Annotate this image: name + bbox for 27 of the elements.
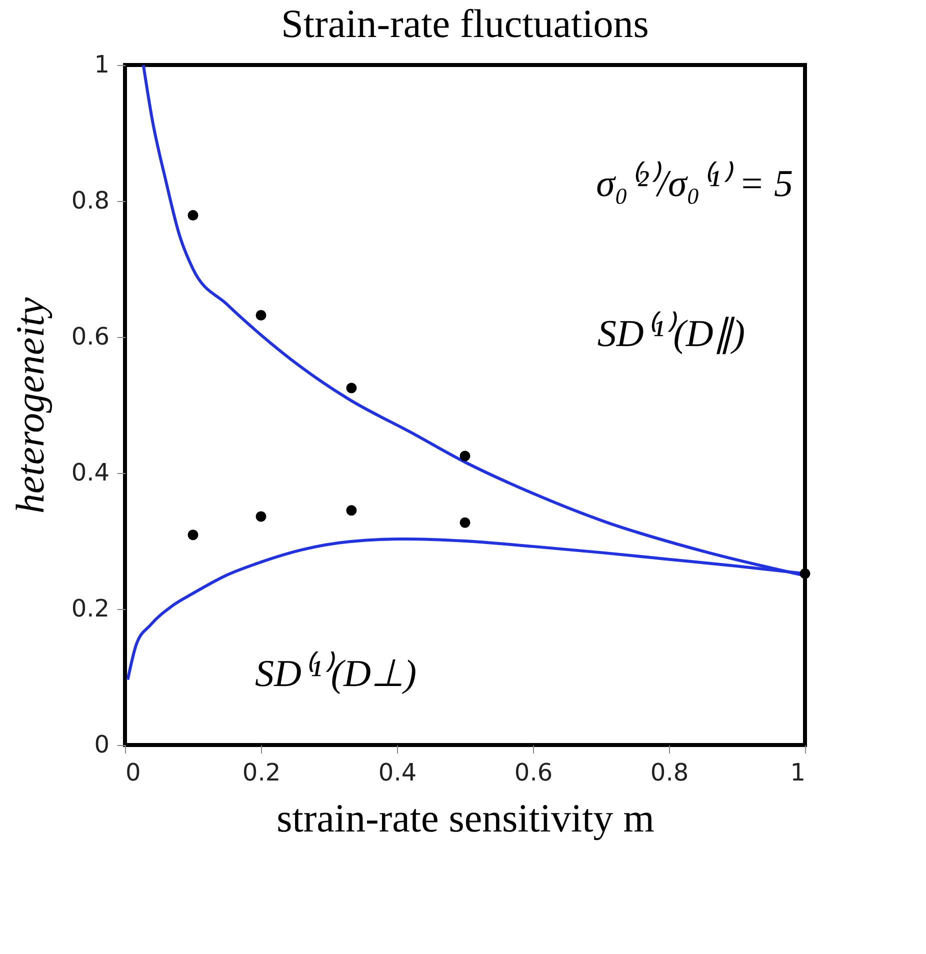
x-tick-label: 0.4: [378, 758, 417, 786]
annotation: SD⁽¹⁾(D∥): [597, 311, 745, 355]
x-tick-label: 0.8: [650, 758, 689, 786]
point: [188, 210, 198, 221]
point: [460, 450, 470, 462]
y-tick-label: 0: [94, 730, 110, 758]
y-tick-label: 1: [94, 50, 110, 78]
y-tick-label: 0.4: [71, 458, 110, 486]
point: [346, 382, 357, 394]
y-tick-label: 0.6: [71, 322, 110, 350]
y-tick-label: 0.8: [71, 186, 110, 214]
point: [460, 517, 470, 528]
annotation: SD⁽¹⁾(D⊥): [255, 651, 417, 695]
chart-title: Strain-rate fluctuations: [281, 1, 649, 46]
annotation: σ₀⁽²⁾/σ₀⁽¹⁾ = 5: [596, 161, 793, 205]
x-tick-label: 1: [790, 758, 806, 786]
x-tick-label: 0: [126, 758, 141, 786]
point: [256, 310, 266, 320]
point: [256, 511, 266, 522]
x-tick-label: 0.2: [242, 758, 281, 786]
y-axis-title: heterogeneity: [7, 297, 52, 514]
point: [800, 568, 810, 579]
point: [188, 530, 198, 540]
x-tick-label: 0.6: [514, 758, 553, 786]
x-axis-title: strain-rate sensitivity m: [276, 796, 654, 840]
point: [346, 505, 357, 516]
y-tick-label: 0.2: [71, 594, 110, 622]
